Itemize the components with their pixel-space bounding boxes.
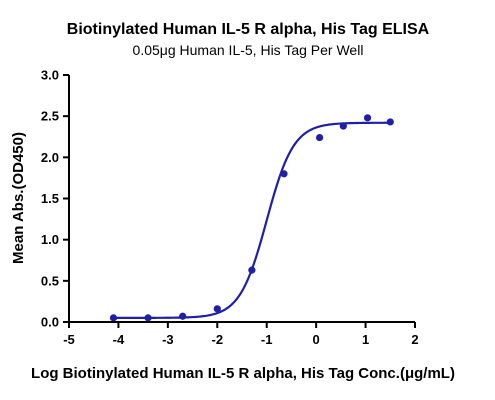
y-axis-label: Mean Abs.(OD450) bbox=[10, 132, 27, 264]
y-tick-label: 3.0 bbox=[41, 68, 59, 83]
data-points bbox=[109, 114, 394, 322]
y-tick-label: 0.0 bbox=[41, 315, 59, 330]
x-tick-label: -4 bbox=[113, 332, 125, 347]
x-tick-label: -3 bbox=[162, 332, 174, 347]
y-axis-ticks: 0.0 0.5 1.0 1.5 2.0 2.5 3.0 bbox=[41, 68, 69, 330]
data-point bbox=[109, 314, 118, 322]
data-point bbox=[280, 170, 288, 178]
y-tick-label: 1.0 bbox=[41, 232, 59, 247]
data-point bbox=[179, 312, 187, 320]
chart-title: Biotinylated Human IL-5 R alpha, His Tag… bbox=[67, 21, 430, 38]
data-point bbox=[339, 122, 347, 130]
x-tick-label: -1 bbox=[261, 332, 273, 347]
x-tick-label: 1 bbox=[362, 332, 369, 347]
y-tick-label: 0.5 bbox=[41, 273, 59, 288]
x-tick-label: 2 bbox=[411, 332, 418, 347]
data-point bbox=[386, 118, 394, 126]
data-point bbox=[316, 133, 324, 142]
x-axis-ticks: -5 -4 -3 -2 -1 0 1 2 bbox=[63, 322, 419, 347]
x-tick-label: -5 bbox=[63, 332, 75, 347]
x-tick-label: -2 bbox=[212, 332, 224, 347]
data-point bbox=[363, 114, 372, 122]
x-axis-label: Log Biotinylated Human IL-5 R alpha, His… bbox=[31, 365, 455, 382]
data-point bbox=[248, 266, 256, 274]
data-point bbox=[144, 314, 152, 322]
y-tick-label: 2.0 bbox=[41, 150, 59, 165]
fit-curve bbox=[113, 121, 391, 319]
plot-area bbox=[109, 114, 394, 322]
x-tick-label: 0 bbox=[313, 332, 320, 347]
y-tick-label: 1.5 bbox=[41, 191, 59, 206]
chart-subtitle: 0.05μg Human IL-5, His Tag Per Well bbox=[133, 42, 364, 58]
y-tick-label: 2.5 bbox=[41, 109, 59, 124]
data-point bbox=[213, 305, 221, 313]
